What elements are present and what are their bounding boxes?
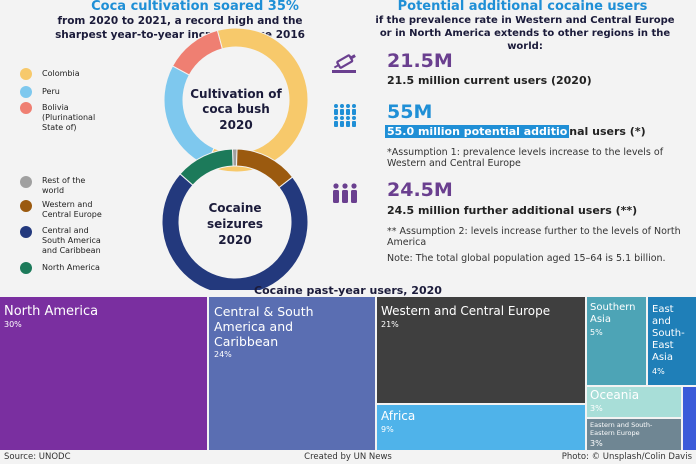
right-subtitle: if the prevalence rate in Western and Ce… bbox=[375, 15, 675, 52]
label-line: East bbox=[652, 340, 674, 351]
legend-dot bbox=[20, 200, 32, 212]
treemap-pct-oceania: 3% bbox=[590, 404, 603, 413]
label-line: Eastern Europe bbox=[590, 429, 640, 437]
treemap-label-eastern-europe: Eastern and South- Eastern Europe bbox=[590, 421, 652, 437]
legend-dot bbox=[20, 262, 32, 274]
donut-cultivation bbox=[163, 27, 309, 173]
treemap-label-southern-asia: Southern Asia bbox=[590, 302, 636, 326]
label-line: and bbox=[652, 316, 671, 327]
treemap-cell-africa bbox=[377, 405, 585, 450]
legend-label: world bbox=[42, 186, 65, 195]
treemap-label-africa: Africa bbox=[381, 409, 416, 423]
donut-charts: Cultivation of coca bush 2020 Cocaine se… bbox=[161, 27, 309, 290]
stat2-big: 55M bbox=[387, 101, 433, 123]
footer-source: Source: UNODC bbox=[4, 452, 71, 462]
treemap-cell-western bbox=[377, 297, 585, 403]
legend-label: Western and bbox=[42, 200, 93, 209]
people-trio-icon bbox=[333, 183, 357, 203]
treemap-cell-oceania bbox=[587, 387, 681, 417]
legend-dot bbox=[20, 86, 32, 98]
legend-label: Central Europe bbox=[42, 210, 102, 219]
treemap-cell-remainder bbox=[683, 387, 696, 450]
legend-rest: Rest of the world bbox=[20, 176, 85, 196]
legend-label: Rest of the bbox=[42, 176, 86, 185]
treemap-pct-africa: 9% bbox=[381, 425, 394, 434]
legend-label: (Plurinational bbox=[42, 113, 96, 122]
legend-peru: Peru bbox=[20, 86, 60, 98]
treemap-label-central-south: Central & South America and Caribbean bbox=[214, 304, 314, 349]
treemap-label-north-america: North America bbox=[4, 304, 99, 319]
label-line: America and bbox=[214, 319, 294, 334]
treemap-pct-east-asia: 4% bbox=[652, 367, 665, 376]
legend-dot bbox=[20, 226, 32, 238]
syringe-icon bbox=[332, 54, 356, 73]
donut1-center-line3: 2020 bbox=[219, 118, 252, 132]
stat1-big: 21.5M bbox=[387, 50, 453, 72]
footer-created: Created by UN News bbox=[304, 452, 392, 462]
footer-photo: Photo: © Unsplash/Colin Davis bbox=[561, 452, 692, 462]
stat1-text: 21.5 million current users (2020) bbox=[387, 74, 592, 87]
population-note: Note: The total global population aged 1… bbox=[387, 253, 666, 264]
treemap-label-oceania: Oceania bbox=[590, 388, 640, 402]
treemap-cell-eastern-europe bbox=[587, 419, 681, 450]
legend-label: North America bbox=[42, 263, 100, 272]
legend-label: Peru bbox=[42, 87, 60, 96]
treemap-cell-southern-asia bbox=[587, 297, 646, 385]
legend-label: and Caribbean bbox=[42, 246, 101, 255]
left-title: Coca cultivation soared 35% bbox=[91, 0, 299, 14]
legend-dot bbox=[20, 176, 32, 188]
legend-colombia: Colombia bbox=[20, 68, 80, 80]
legend-western: Western and Central Europe bbox=[20, 200, 102, 220]
stat2-text-highlight: 55.0 million potential additio bbox=[385, 125, 570, 138]
treemap-cell-east-asia bbox=[648, 297, 696, 385]
legend-label: State of) bbox=[42, 123, 77, 132]
treemap-title: Cocaine past-year users, 2020 bbox=[254, 284, 442, 297]
seizures-slice-3 bbox=[179, 148, 234, 186]
legend-central: Central and South America and Caribbean bbox=[20, 226, 101, 256]
legend-dot bbox=[20, 68, 32, 80]
treemap-pct-central-south: 24% bbox=[214, 350, 232, 359]
donut2-center-line2: seizures bbox=[207, 217, 263, 231]
legend-label: Colombia bbox=[42, 69, 80, 78]
label-line: Asia bbox=[652, 352, 673, 363]
label-line: Central & South bbox=[214, 304, 314, 319]
stat3-text: 24.5 million further additional users (*… bbox=[387, 204, 638, 217]
legend-dot bbox=[20, 102, 32, 114]
legend-label: Central and bbox=[42, 226, 89, 235]
label-line: Caribbean bbox=[214, 334, 279, 349]
treemap-label-western: Western and Central Europe bbox=[381, 304, 551, 318]
label-line: South- bbox=[652, 328, 685, 339]
donut1-center-line1: Cultivation of bbox=[190, 87, 282, 101]
label-line: Southern bbox=[590, 302, 636, 313]
donut2-center-line1: Cocaine bbox=[208, 201, 261, 215]
legend-north: North America bbox=[20, 262, 100, 274]
legend-label: Bolivia bbox=[42, 103, 69, 112]
label-line: Eastern and South- bbox=[590, 421, 653, 429]
stat2-text: 55.0 million potential additio nal users … bbox=[385, 125, 646, 138]
donut-seizures bbox=[161, 148, 309, 290]
stat2-text-rest: nal users (*) bbox=[569, 125, 646, 138]
treemap-cell-north-america bbox=[0, 297, 207, 450]
treemap-pct-southern-asia: 5% bbox=[590, 328, 603, 337]
legend-bolivia: Bolivia (Plurinational State of) bbox=[20, 102, 95, 133]
treemap-pct-western: 21% bbox=[381, 320, 399, 329]
people-group-icon bbox=[334, 104, 356, 127]
stat2-note: *Assumption 1: prevalence levels increas… bbox=[387, 147, 664, 169]
treemap-pct-eastern-europe: 3% bbox=[590, 439, 603, 448]
treemap-label-east-asia: East and South- East Asia bbox=[652, 304, 685, 364]
donut1-center-line2: coca bush bbox=[202, 102, 270, 116]
donut2-center-line3: 2020 bbox=[218, 233, 251, 247]
seizures-slice-2 bbox=[161, 173, 309, 290]
treemap-pct-north-america: 30% bbox=[4, 320, 22, 329]
stat3-note: ** Assumption 2: levels increase further… bbox=[387, 226, 681, 248]
right-title: Potential additional cocaine users bbox=[397, 0, 648, 14]
cultivation-slice-2 bbox=[171, 29, 223, 76]
legend-label: South America bbox=[42, 236, 101, 245]
label-line: East bbox=[652, 304, 674, 315]
stat3-big: 24.5M bbox=[387, 179, 453, 201]
label-line: Asia bbox=[590, 314, 611, 325]
treemap-cell-central-south bbox=[209, 297, 375, 450]
